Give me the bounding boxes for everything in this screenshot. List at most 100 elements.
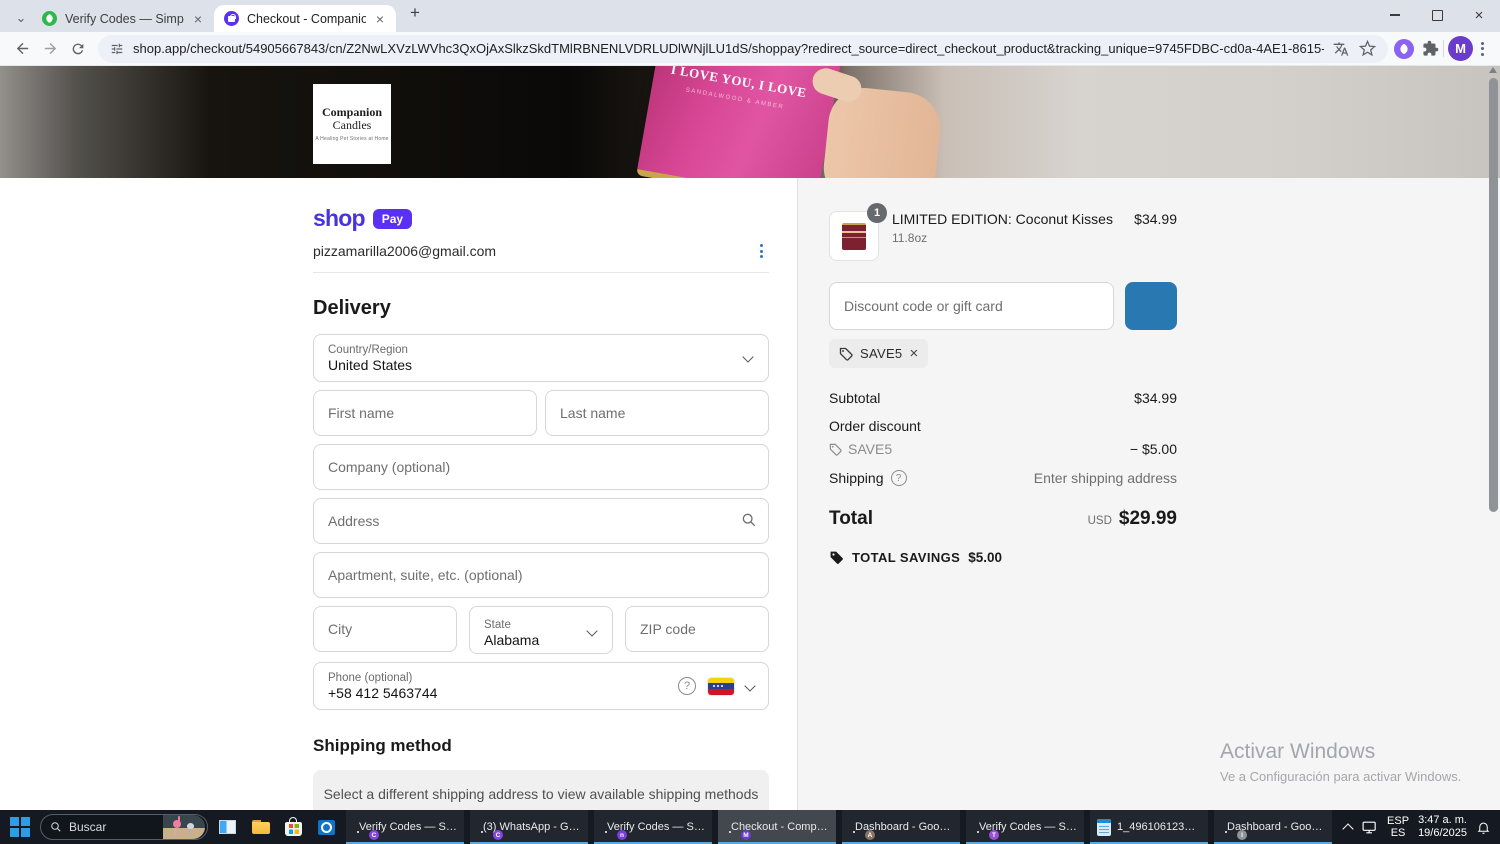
- country-value: United States: [328, 356, 413, 373]
- outlook-button[interactable]: [313, 814, 340, 841]
- profile-badge: n: [617, 830, 627, 840]
- clock[interactable]: 3:47 a. m. 19/6/2025: [1418, 814, 1467, 839]
- state-select[interactable]: State Alabama: [469, 606, 613, 654]
- microsoft-store-button[interactable]: [280, 814, 307, 841]
- product-price: $34.99: [1134, 211, 1177, 227]
- scrollbar-up-arrow[interactable]: [1489, 67, 1497, 73]
- tray-expand-icon[interactable]: [1342, 822, 1354, 835]
- taskbar-app-notepad[interactable]: 1_496106123692710...: [1090, 810, 1208, 844]
- country-select[interactable]: Country/Region United States: [313, 334, 769, 382]
- notifications-bell-icon[interactable]: [1476, 820, 1491, 835]
- phone-help-icon[interactable]: ?: [678, 677, 696, 695]
- watermark-line2: Ve a Configuración para activar Windows.: [1220, 769, 1462, 784]
- checkout-form-column: shop Pay pizzamarilla2006@gmail.com Deli…: [0, 178, 797, 818]
- forward-button[interactable]: [36, 35, 64, 63]
- shipping-label: Shipping: [829, 470, 884, 486]
- total-savings-row: TOTAL SAVINGS $5.00: [829, 550, 1177, 565]
- maximize-button[interactable]: [1416, 0, 1458, 30]
- minimize-button[interactable]: [1374, 0, 1416, 30]
- zip-input[interactable]: [625, 606, 769, 652]
- profile-badge: A: [865, 830, 875, 840]
- windows-taskbar: Buscar C Verify Codes — Si... C (3) What…: [0, 810, 1500, 844]
- tab-close-icon[interactable]: ×: [193, 10, 202, 27]
- tab-close-icon[interactable]: ×: [375, 10, 384, 27]
- taskbar-app-dashboard-2[interactable]: I Dashboard - Googl...: [1214, 810, 1332, 844]
- url-text: shop.app/checkout/54905667843/cn/Z2NwLXV…: [133, 41, 1324, 56]
- store-bag-icon: [285, 817, 302, 836]
- tab-overflow-chevron-icon[interactable]: ⌄: [15, 9, 27, 25]
- tab-checkout[interactable]: Checkout - Companion Candles ×: [214, 5, 396, 32]
- scrollbar-thumb[interactable]: [1489, 78, 1498, 512]
- venezuela-flag-icon[interactable]: [708, 677, 734, 695]
- state-label: State: [484, 618, 511, 631]
- translate-icon[interactable]: [1333, 41, 1349, 57]
- total-value: $29.99: [1118, 508, 1177, 529]
- product-thumbnail: 1: [829, 203, 887, 261]
- shipping-help-icon[interactable]: ?: [890, 470, 907, 486]
- discount-amount: − $5.00: [1129, 441, 1177, 457]
- address-input[interactable]: [313, 498, 769, 544]
- chevron-down-icon: [742, 351, 754, 363]
- browser-tab-strip: ⌄ Verify Codes — SimplyCodes × Checkout …: [0, 0, 1500, 32]
- store-logo[interactable]: Companion Candles A Healing Pet Stories …: [313, 84, 391, 164]
- start-button[interactable]: [10, 816, 31, 838]
- search-placeholder: Buscar: [69, 820, 107, 834]
- taskbar-search-box[interactable]: Buscar: [40, 814, 208, 840]
- taskbar-app-whatsapp[interactable]: C (3) WhatsApp - Go...: [470, 810, 588, 844]
- discount-code-input[interactable]: [829, 282, 1114, 330]
- extensions-puzzle-icon[interactable]: [1422, 40, 1439, 57]
- phone-field[interactable]: Phone (optional) +58 412 5463744 ?: [313, 662, 769, 710]
- account-menu-icon[interactable]: [754, 242, 769, 260]
- browser-menu-icon[interactable]: [1473, 38, 1492, 60]
- taskbar-app-verify-codes-2[interactable]: n Verify Codes — Si...: [594, 810, 712, 844]
- subtotal-label: Subtotal: [829, 390, 881, 406]
- profile-avatar[interactable]: M: [1448, 36, 1473, 61]
- maximize-icon: [1431, 9, 1443, 21]
- store-logo-line2: Candles: [332, 118, 372, 132]
- taskbar-app-verify-codes-3[interactable]: T Verify Codes — Si...: [966, 810, 1084, 844]
- browser-toolbar: shop.app/checkout/54905667843/cn/Z2NwLXV…: [0, 32, 1500, 66]
- close-window-button[interactable]: ×: [1458, 0, 1500, 30]
- tab-verify-codes[interactable]: Verify Codes — SimplyCodes ×: [32, 5, 214, 32]
- store-banner: I LOVE YOU, I LOVE SANDALWOOD & AMBER Co…: [0, 66, 1500, 178]
- tag-icon: [839, 347, 853, 361]
- first-name-input[interactable]: [313, 390, 537, 436]
- reload-button[interactable]: [64, 35, 92, 63]
- city-input[interactable]: [313, 606, 457, 652]
- network-display-icon[interactable]: [1361, 819, 1378, 836]
- apartment-input[interactable]: [313, 552, 769, 598]
- file-explorer-button[interactable]: [247, 814, 274, 841]
- tag-filled-icon: [830, 551, 843, 564]
- shop-favicon: [224, 11, 239, 26]
- currency-code: USD: [1087, 515, 1112, 527]
- simplycodes-extension-icon[interactable]: [1394, 38, 1414, 59]
- apply-discount-button[interactable]: [1125, 282, 1177, 330]
- taskbar-app-checkout[interactable]: M Checkout - Compa...: [718, 810, 836, 844]
- account-email: pizzamarilla2006@gmail.com: [313, 243, 497, 259]
- phone-label: Phone (optional): [328, 671, 413, 684]
- activate-windows-watermark: Activar Windows Ve a Configuración para …: [1220, 740, 1461, 784]
- language-indicator[interactable]: ESP ES: [1387, 815, 1410, 839]
- shop-pay-logo: shop Pay: [313, 205, 769, 232]
- site-settings-icon[interactable]: [110, 42, 124, 56]
- back-button[interactable]: [8, 35, 36, 63]
- country-label: Country/Region: [328, 343, 408, 356]
- task-view-button[interactable]: [214, 814, 241, 841]
- profile-badge: C: [493, 830, 503, 840]
- taskbar-app-verify-codes-1[interactable]: C Verify Codes — Si...: [346, 810, 464, 844]
- tag-icon: [829, 443, 842, 456]
- product-title: LIMITED EDITION: Coconut Kisses: [892, 211, 1113, 227]
- last-name-input[interactable]: [545, 390, 769, 436]
- profile-badge: M: [741, 830, 751, 840]
- url-bar[interactable]: shop.app/checkout/54905667843/cn/Z2NwLXV…: [98, 34, 1388, 63]
- remove-discount-icon[interactable]: ×: [909, 345, 919, 362]
- bookmark-star-icon[interactable]: [1359, 40, 1376, 57]
- search-daily-image: [163, 815, 205, 839]
- checkout-body: shop Pay pizzamarilla2006@gmail.com Deli…: [0, 178, 1500, 818]
- company-input[interactable]: [313, 444, 769, 490]
- new-tab-button[interactable]: +: [410, 3, 420, 22]
- tab-label: Verify Codes — SimplyCodes: [65, 11, 184, 26]
- taskbar-app-dashboard-1[interactable]: A Dashboard - Googl...: [842, 810, 960, 844]
- store-logo-line1: Companion: [321, 105, 383, 119]
